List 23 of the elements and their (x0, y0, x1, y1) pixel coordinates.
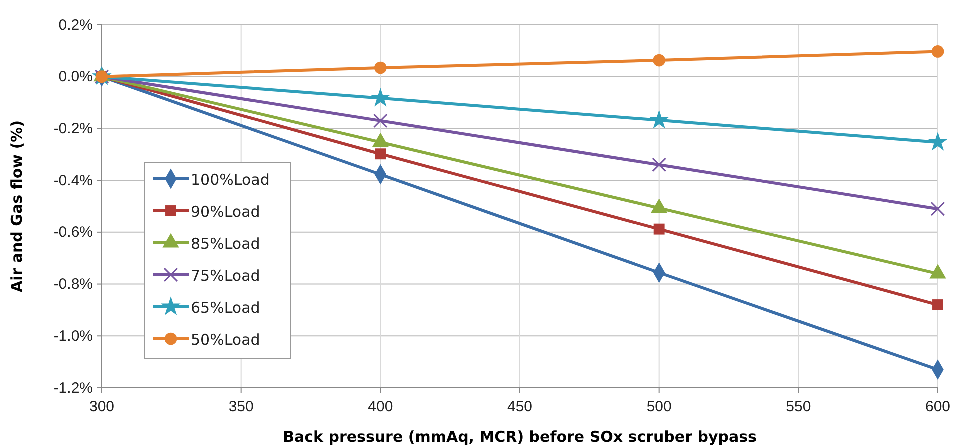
legend-label: 65%Load (191, 299, 260, 317)
x-tick-label: 400 (368, 398, 394, 416)
y-tick-label: -1.0% (54, 328, 93, 345)
y-tick-label: -0.2% (54, 120, 93, 138)
legend-label: 90%Load (191, 203, 260, 221)
y-tick-label: 0.2% (58, 16, 93, 34)
x-tick-label: 550 (786, 398, 812, 416)
y-tick-label: -1.2% (54, 380, 93, 397)
legend-label: 85%Load (191, 235, 260, 253)
x-axis-title: Back pressure (mmAq, MCR) before SOx scruber bypass (283, 428, 758, 446)
x-tick-label: 500 (646, 398, 672, 416)
y-tick-label: -0.6% (54, 224, 93, 242)
y-axis-title: Air and Gas flow (%) (8, 120, 26, 292)
x-tick-label: 350 (228, 398, 254, 416)
x-tick-label: 600 (925, 398, 951, 416)
y-tick-label: -0.4% (54, 172, 93, 190)
legend-label: 100%Load (191, 171, 270, 189)
x-tick-label: 300 (89, 398, 115, 416)
legend-label: 75%Load (191, 267, 260, 285)
legend-label: 50%Load (191, 331, 260, 349)
y-tick-label: -0.8% (54, 276, 93, 294)
y-tick-label: 0.0% (58, 68, 93, 86)
x-tick-label: 450 (507, 398, 533, 416)
